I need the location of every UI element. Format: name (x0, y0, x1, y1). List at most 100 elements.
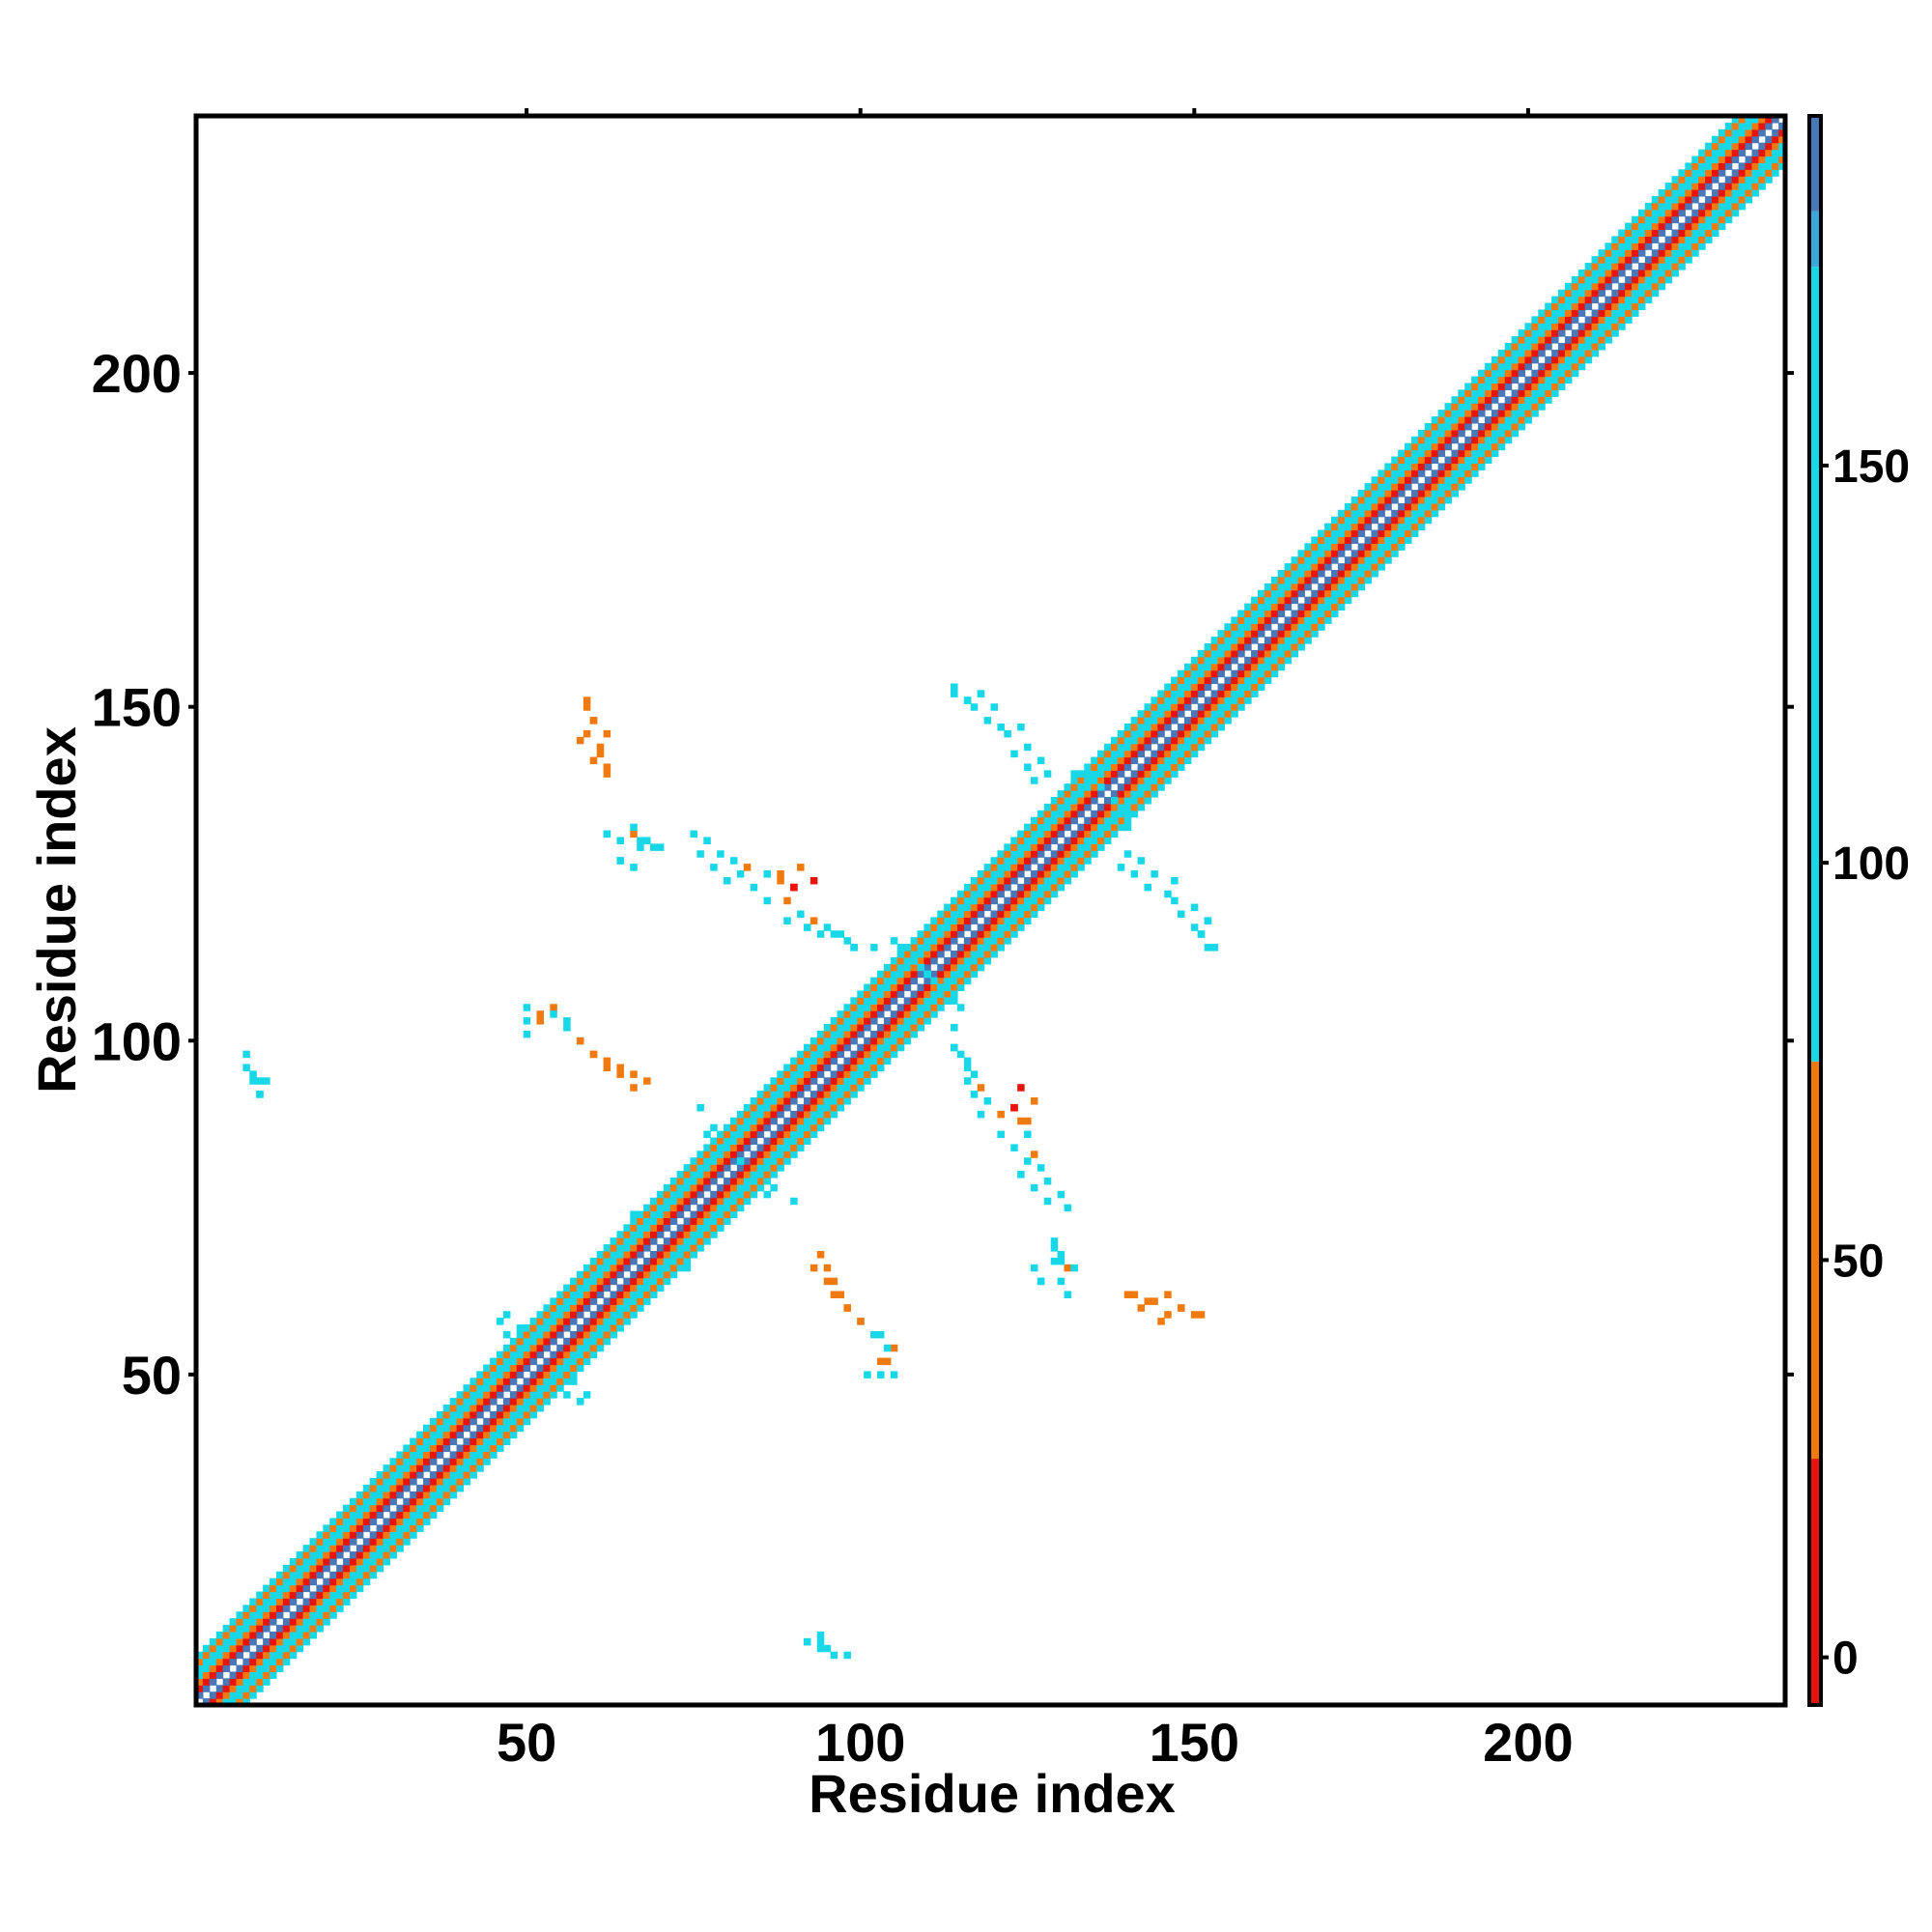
contact-cell (1030, 1151, 1038, 1158)
diagonal-cell (623, 1251, 631, 1259)
diagonal-cell (750, 1137, 758, 1146)
diagonal-cell (717, 1130, 724, 1139)
diagonal-cell (1417, 496, 1426, 504)
diagonal-cell (442, 1444, 451, 1452)
diagonal-cell (603, 1284, 611, 1293)
diagonal-cell (977, 883, 985, 892)
diagonal-cell (1524, 336, 1532, 344)
diagonal-cell (1591, 349, 1600, 357)
diagonal-cell (502, 1398, 511, 1406)
contact-cell (630, 864, 638, 871)
diagonal-cell (1130, 810, 1139, 818)
diagonal-cell (403, 1538, 411, 1546)
diagonal-cell (1738, 195, 1747, 204)
diagonal-cell (1130, 790, 1139, 798)
diagonal-cell (830, 1037, 838, 1045)
diagonal-cell (1637, 302, 1646, 311)
diagonal-cell (329, 1531, 337, 1539)
diagonal-cell (1664, 236, 1673, 243)
diagonal-cell (1644, 289, 1653, 298)
diagonal-cell (977, 944, 985, 952)
diagonal-cell (1745, 195, 1753, 204)
diagonal-cell (1251, 656, 1259, 665)
diagonal-cell (724, 1157, 731, 1165)
diagonal-cell (316, 1591, 324, 1600)
diagonal-cell (329, 1584, 337, 1593)
contact-cell (1037, 1277, 1045, 1286)
diagonal-cell (1711, 222, 1719, 231)
diagonal-cell (1678, 176, 1686, 184)
diagonal-cell (1731, 128, 1740, 137)
diagonal-cell (1050, 864, 1059, 871)
diagonal-cell (236, 1685, 243, 1692)
diagonal-cell (1331, 603, 1339, 611)
diagonal-cell (1524, 349, 1532, 357)
diagonal-cell (456, 1458, 465, 1465)
diagonal-cell (483, 1404, 491, 1412)
diagonal-cell (843, 1084, 851, 1092)
diagonal-cell (1337, 603, 1346, 611)
diagonal-cell (1531, 376, 1539, 384)
diagonal-cell (983, 864, 992, 871)
diagonal-cell (1658, 242, 1666, 250)
diagonal-cell (442, 1478, 451, 1486)
diagonal-cell (1471, 449, 1479, 458)
diagonal-cell (1183, 690, 1192, 697)
diagonal-cell (463, 1451, 470, 1459)
diagonal-cell (1217, 669, 1226, 678)
diagonal-cell (1644, 202, 1653, 211)
diagonal-cell (830, 1077, 838, 1085)
diagonal-cell (877, 990, 885, 998)
diagonal-cell (669, 1183, 678, 1192)
diagonal-cell (1151, 763, 1158, 771)
diagonal-cell (923, 950, 931, 958)
diagonal-cell (963, 910, 972, 919)
diagonal-cell (1257, 669, 1265, 678)
diagonal-cell (1171, 763, 1179, 771)
diagonal-cell (1524, 383, 1532, 390)
diagonal-cell (1070, 830, 1078, 838)
diagonal-cell (1057, 883, 1065, 892)
diagonal-cell (944, 917, 952, 924)
diagonal-cell (543, 1344, 551, 1352)
contact-cell (249, 1077, 257, 1085)
diagonal-cell (1718, 222, 1726, 231)
colorbar-tick-label: 0 (1833, 1634, 1859, 1685)
contact-cell (1030, 1183, 1038, 1192)
diagonal-cell (830, 1091, 838, 1098)
diagonal-cell (923, 1004, 931, 1011)
diagonal-cell (582, 1324, 591, 1332)
diagonal-cell (1284, 637, 1293, 644)
diagonal-cell (1598, 275, 1605, 284)
diagonal-cell (403, 1524, 411, 1532)
diagonal-cell (376, 1471, 384, 1479)
diagonal-cell (1144, 710, 1151, 718)
diagonal-cell (1371, 516, 1378, 525)
diagonal-cell (736, 1130, 745, 1139)
diagonal-cell (956, 930, 965, 938)
diagonal-cell (1658, 282, 1666, 291)
diagonal-cell (997, 857, 1005, 865)
diagonal-cell (556, 1371, 564, 1378)
diagonal-cell (296, 1611, 304, 1619)
diagonal-cell (623, 1257, 631, 1265)
diagonal-cell (1190, 743, 1199, 752)
diagonal-cell (249, 1637, 257, 1646)
diagonal-cell (1564, 362, 1573, 371)
diagonal-cell (1164, 717, 1172, 724)
diagonal-cell (1350, 529, 1359, 538)
diagonal-cell (275, 1591, 284, 1600)
diagonal-cell (1751, 128, 1759, 137)
diagonal-cell (850, 1010, 858, 1018)
diagonal-cell (877, 997, 885, 1005)
diagonal-cell (797, 1057, 805, 1065)
diagonal-cell (1304, 582, 1312, 591)
diagonal-cell (209, 1671, 217, 1679)
diagonal-cell (656, 1204, 665, 1212)
diagonal-cell (1331, 596, 1339, 605)
diagonal-cell (1524, 362, 1532, 371)
contact-cell (1137, 857, 1146, 865)
contact-cell (883, 1344, 892, 1352)
diagonal-cell (1197, 710, 1206, 718)
diagonal-cell (1632, 242, 1639, 250)
